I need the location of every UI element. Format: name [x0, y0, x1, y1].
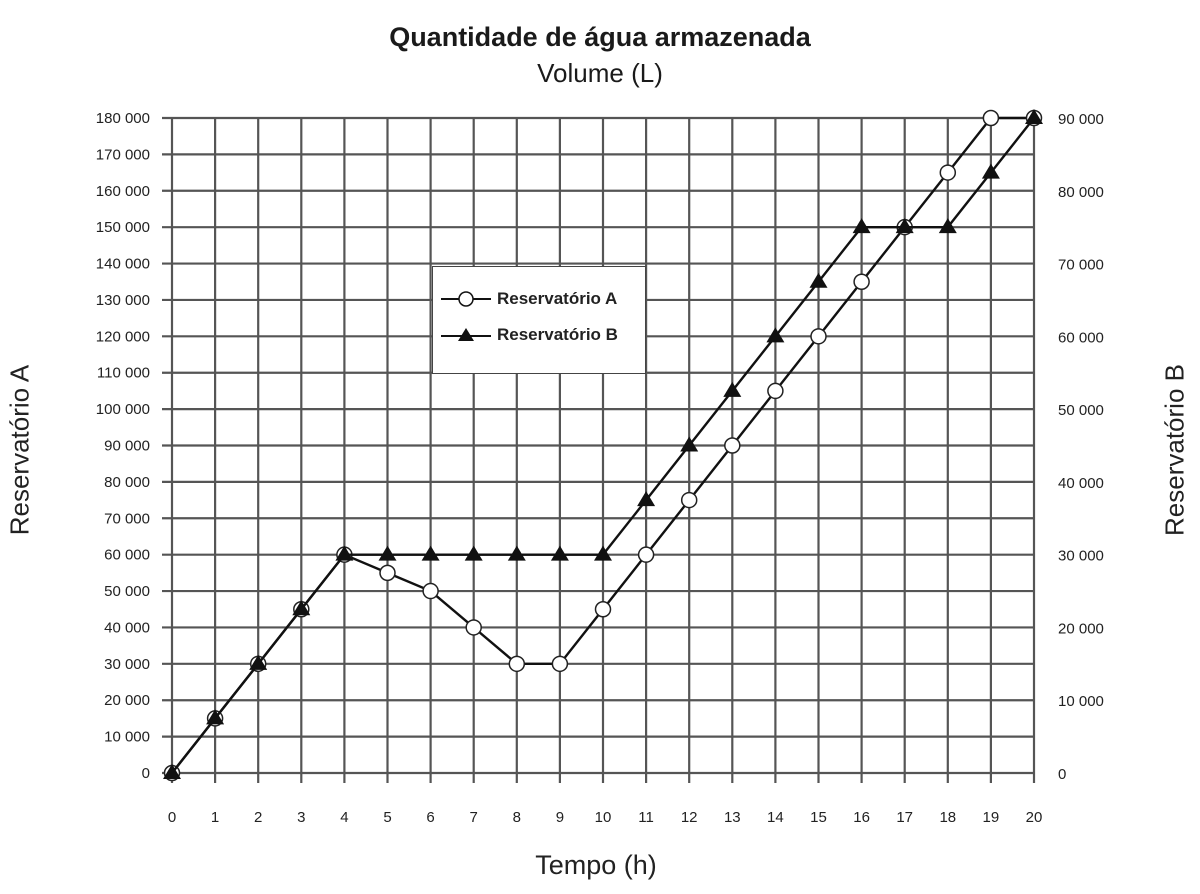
x-tick: 7	[470, 809, 478, 826]
open-circle-marker-icon	[441, 291, 491, 307]
x-tick: 20	[1026, 809, 1043, 826]
x-axis-label: Tempo (h)	[535, 850, 657, 880]
data-point	[853, 273, 870, 290]
data-point	[464, 545, 483, 561]
y-tick-left: 90 000	[104, 438, 150, 455]
data-point	[680, 491, 698, 509]
y-tick-left: 170 000	[96, 146, 150, 163]
data-point	[335, 545, 354, 561]
data-point	[550, 545, 569, 561]
data-point	[421, 545, 440, 561]
data-point	[422, 582, 439, 600]
y-tick-left: 140 000	[96, 256, 150, 273]
data-point	[378, 545, 397, 561]
y-tick-left: 10 000	[104, 729, 150, 746]
x-tick: 1	[211, 809, 219, 826]
data-point	[895, 218, 914, 234]
x-tick: 11	[638, 809, 654, 826]
data-point	[508, 655, 526, 673]
data-point	[767, 382, 784, 400]
y-tick-left: 150 000	[96, 219, 150, 236]
grid: 0 10 000 20 000 30 000 40 000 50 000 60 000 70 …	[96, 110, 1104, 826]
legend: Reservatório A Reservatório B	[432, 266, 646, 374]
data-point	[637, 546, 655, 563]
data-point	[292, 600, 311, 616]
y-tick-left: 60 000	[104, 547, 150, 564]
data-point	[766, 327, 785, 343]
chart-subtitle: Volume (L)	[537, 58, 663, 88]
data-point	[1025, 109, 1043, 124]
x-tick: 9	[556, 809, 564, 826]
y-tick-left: 120 000	[96, 328, 150, 345]
x-tick: 0	[168, 809, 176, 826]
x-tick: 10	[595, 809, 612, 826]
data-point	[507, 545, 526, 561]
y-tick-left: 80 000	[104, 474, 150, 491]
data-point	[939, 164, 957, 181]
y-tick-left: 30 000	[104, 656, 150, 673]
y-tick-left: 70 000	[104, 510, 150, 527]
y-tick-left: 100 000	[96, 401, 150, 418]
x-tick: 16	[853, 809, 870, 826]
y-tick-left: 0	[142, 765, 150, 782]
x-tick: 6	[426, 809, 434, 826]
data-point	[809, 272, 828, 288]
y-tick-right: 70 000	[1058, 257, 1104, 274]
y-tick-left: 20 000	[104, 692, 150, 709]
data-point	[852, 218, 871, 234]
data-point	[594, 545, 612, 561]
y-tick-right: 30 000	[1058, 548, 1104, 565]
x-tick: 3	[297, 809, 305, 826]
y-tick-right: 60 000	[1058, 329, 1104, 346]
data-point	[249, 654, 268, 670]
data-point	[938, 218, 957, 234]
data-point	[680, 436, 699, 452]
legend-item-b: Reservatório B	[441, 325, 618, 345]
x-tick: 13	[724, 809, 741, 826]
x-tick: 14	[767, 809, 784, 826]
data-point	[981, 163, 1000, 179]
x-tick: 18	[939, 809, 956, 826]
x-tick: 15	[810, 809, 827, 826]
data-point	[723, 381, 742, 397]
chart-title: Quantidade de água armazenada	[389, 22, 811, 52]
x-tick: 19	[983, 809, 1000, 826]
data-point	[379, 564, 396, 582]
data-point	[982, 109, 1000, 127]
data-point	[163, 764, 181, 779]
x-tick: 2	[254, 809, 262, 826]
y-tick-right: 80 000	[1058, 184, 1104, 201]
data-point	[551, 655, 569, 673]
y-tick-left: 50 000	[104, 583, 150, 600]
y-tick-left: 130 000	[96, 292, 150, 309]
filled-triangle-marker-icon	[441, 328, 491, 341]
y-tick-right: 40 000	[1058, 475, 1104, 492]
legend-label-a: Reservatório A	[497, 289, 618, 308]
y-tick-left: 160 000	[96, 183, 150, 200]
y-tick-left: 180 000	[96, 110, 150, 127]
data-point	[206, 709, 225, 725]
x-tick: 12	[681, 809, 698, 826]
y-tick-right: 20 000	[1058, 620, 1104, 637]
x-tick: 17	[896, 809, 913, 826]
legend-label-b: Reservatório B	[497, 325, 618, 344]
x-tick: 8	[513, 809, 521, 826]
data-point	[810, 328, 827, 345]
legend-item-a: Reservatório A	[441, 289, 617, 309]
x-tick: 5	[383, 809, 391, 826]
data-point	[637, 491, 656, 507]
series-b	[163, 109, 1043, 779]
y-tick-left: 110 000	[97, 365, 150, 382]
y-tick-right: 50 000	[1058, 402, 1104, 419]
data-point	[724, 437, 741, 454]
y-tick-left: 40 000	[104, 619, 150, 636]
y-tick-right: 10 000	[1058, 693, 1104, 710]
data-point	[465, 619, 482, 636]
data-point	[594, 601, 612, 618]
x-tick: 4	[340, 809, 348, 826]
y-tick-right: 90 000	[1058, 111, 1104, 128]
y-tick-right: 0	[1058, 766, 1066, 783]
